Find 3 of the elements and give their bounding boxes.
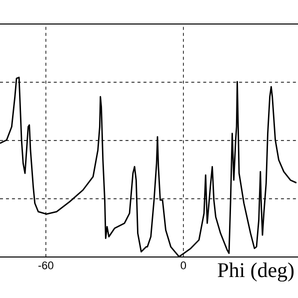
x-tick-label: -60	[38, 262, 54, 270]
x-tick-label: 0	[180, 262, 186, 270]
x-axis-title: Phi (deg)	[218, 262, 294, 282]
